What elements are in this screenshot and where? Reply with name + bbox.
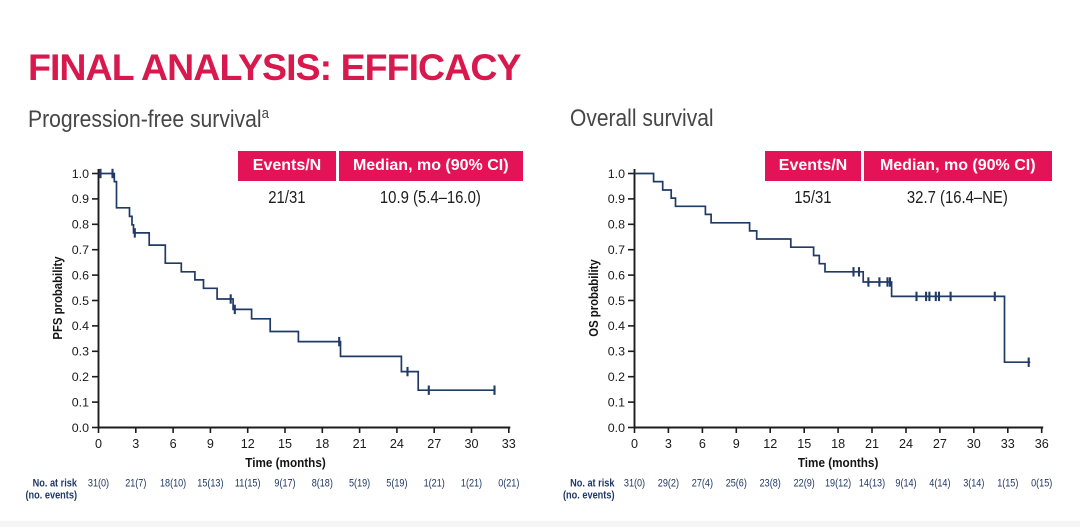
svg-text:OS probability: OS probability (587, 259, 601, 337)
svg-text:0.2: 0.2 (72, 370, 89, 384)
svg-text:36: 36 (1035, 437, 1049, 451)
svg-text:21: 21 (353, 437, 367, 451)
svg-text:8(18): 8(18) (312, 478, 333, 490)
svg-text:14(13): 14(13) (859, 478, 885, 490)
svg-text:0.4: 0.4 (72, 319, 89, 333)
svg-text:9: 9 (733, 437, 740, 451)
svg-text:24: 24 (899, 437, 913, 451)
svg-text:1(21): 1(21) (424, 478, 445, 490)
svg-text:(no. events): (no. events) (26, 490, 78, 502)
svg-text:PFS probability: PFS probability (51, 256, 65, 339)
svg-text:12: 12 (763, 437, 777, 451)
svg-text:22(9): 22(9) (794, 478, 815, 490)
svg-text:0(21): 0(21) (498, 478, 519, 490)
svg-text:0.7: 0.7 (608, 243, 625, 257)
svg-text:12: 12 (241, 437, 255, 451)
svg-text:0.0: 0.0 (72, 421, 89, 435)
svg-text:0.9: 0.9 (608, 192, 625, 206)
svg-text:0.9: 0.9 (72, 192, 89, 206)
svg-text:19(12): 19(12) (825, 478, 851, 490)
svg-text:18: 18 (831, 437, 845, 451)
svg-text:0.5: 0.5 (608, 294, 625, 308)
svg-text:0.8: 0.8 (72, 218, 89, 232)
svg-text:0.3: 0.3 (72, 345, 89, 359)
svg-text:18(10): 18(10) (160, 478, 186, 490)
svg-text:27: 27 (427, 437, 441, 451)
svg-text:31(0): 31(0) (624, 478, 645, 490)
svg-text:33: 33 (502, 437, 516, 451)
svg-text:Time (months): Time (months) (245, 456, 326, 470)
svg-text:0.1: 0.1 (72, 395, 89, 409)
svg-text:30: 30 (967, 437, 981, 451)
svg-text:27(4): 27(4) (692, 478, 713, 490)
svg-text:0.5: 0.5 (72, 294, 89, 308)
svg-text:0.6: 0.6 (608, 268, 625, 282)
svg-text:5(19): 5(19) (349, 478, 370, 490)
svg-text:11(15): 11(15) (235, 478, 261, 490)
svg-text:3(14): 3(14) (963, 478, 984, 490)
svg-text:31(0): 31(0) (88, 478, 109, 490)
svg-text:No. at risk: No. at risk (570, 478, 615, 490)
svg-text:1.0: 1.0 (72, 167, 89, 181)
svg-text:0.0: 0.0 (608, 421, 625, 435)
svg-text:0: 0 (95, 437, 102, 451)
svg-text:9: 9 (207, 437, 214, 451)
svg-text:24: 24 (390, 437, 404, 451)
svg-text:0.3: 0.3 (608, 345, 625, 359)
svg-text:No. at risk: No. at risk (33, 478, 78, 490)
svg-text:3: 3 (132, 437, 139, 451)
svg-text:21: 21 (865, 437, 879, 451)
svg-text:15: 15 (278, 437, 292, 451)
svg-text:0.6: 0.6 (72, 268, 89, 282)
svg-text:0.7: 0.7 (72, 243, 89, 257)
svg-text:9(17): 9(17) (274, 478, 295, 490)
svg-text:4(14): 4(14) (929, 478, 950, 490)
svg-text:5(19): 5(19) (386, 478, 407, 490)
svg-text:3: 3 (665, 437, 672, 451)
svg-text:15(13): 15(13) (197, 478, 223, 490)
svg-text:6: 6 (699, 437, 706, 451)
svg-text:15: 15 (797, 437, 811, 451)
svg-text:0.4: 0.4 (608, 319, 625, 333)
svg-text:Time (months): Time (months) (798, 456, 879, 470)
svg-text:0.1: 0.1 (608, 395, 625, 409)
svg-text:30: 30 (464, 437, 478, 451)
svg-text:18: 18 (315, 437, 329, 451)
svg-text:29(2): 29(2) (658, 478, 679, 490)
svg-text:6: 6 (170, 437, 177, 451)
svg-text:0.8: 0.8 (608, 218, 625, 232)
svg-text:33: 33 (1001, 437, 1015, 451)
svg-text:0(15): 0(15) (1031, 478, 1052, 490)
svg-text:0.2: 0.2 (608, 370, 625, 384)
svg-text:0: 0 (631, 437, 638, 451)
svg-text:1.0: 1.0 (608, 167, 625, 181)
svg-text:25(6): 25(6) (726, 478, 747, 490)
svg-text:23(8): 23(8) (760, 478, 781, 490)
svg-text:1(15): 1(15) (997, 478, 1018, 490)
svg-text:21(7): 21(7) (125, 478, 146, 490)
svg-text:1(21): 1(21) (461, 478, 482, 490)
svg-text:9(14): 9(14) (895, 478, 916, 490)
svg-text:27: 27 (933, 437, 947, 451)
svg-text:(no. events): (no. events) (563, 490, 615, 502)
